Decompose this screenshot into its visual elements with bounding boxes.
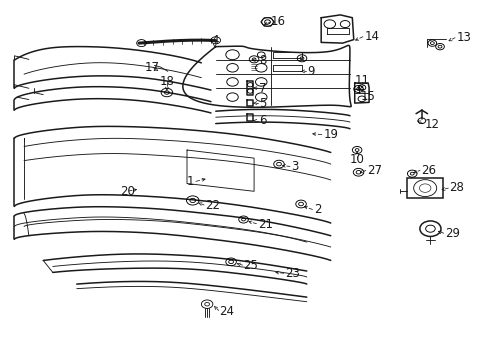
Text: 14: 14: [364, 30, 379, 42]
Text: 6: 6: [258, 114, 266, 127]
Text: 2: 2: [313, 203, 321, 216]
Text: 25: 25: [243, 259, 258, 272]
Text: 3: 3: [291, 160, 298, 173]
Text: 27: 27: [366, 164, 381, 177]
Text: 19: 19: [323, 129, 338, 141]
Text: 15: 15: [360, 90, 375, 103]
Text: 17: 17: [145, 60, 160, 73]
Text: 21: 21: [257, 217, 272, 231]
Text: 13: 13: [455, 31, 470, 44]
Bar: [407, 178, 443, 198]
Text: 24: 24: [219, 305, 234, 318]
Text: 9: 9: [306, 65, 314, 78]
Text: 7: 7: [258, 82, 266, 95]
Text: 11: 11: [354, 74, 368, 87]
Text: 18: 18: [159, 76, 174, 89]
Text: 5: 5: [258, 96, 265, 109]
Text: 26: 26: [420, 164, 435, 177]
Text: 28: 28: [448, 181, 464, 194]
Text: 20: 20: [120, 185, 134, 198]
Text: 1: 1: [186, 175, 194, 188]
Text: 16: 16: [270, 15, 285, 28]
Text: 10: 10: [349, 153, 364, 166]
Text: 12: 12: [424, 118, 438, 131]
Text: 8: 8: [258, 54, 265, 67]
Text: 29: 29: [444, 227, 459, 240]
Text: 22: 22: [205, 199, 220, 212]
Text: 23: 23: [285, 267, 300, 280]
Text: 4: 4: [211, 34, 218, 47]
